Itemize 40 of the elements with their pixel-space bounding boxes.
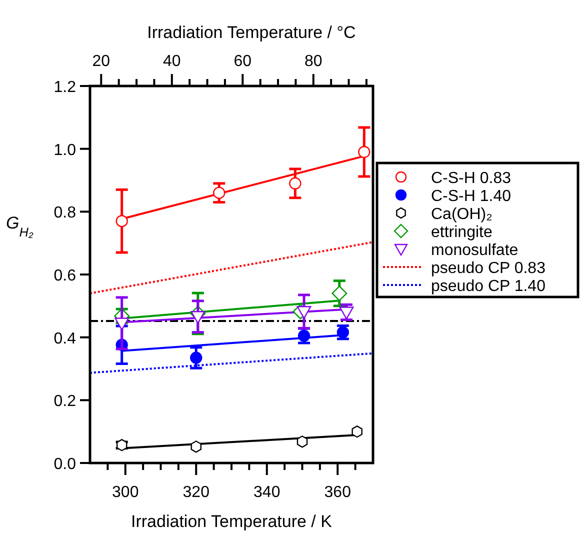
y-tick-label: 0.2: [54, 393, 76, 410]
x2-tick-label: 40: [162, 53, 181, 70]
x2-axis-title: Irradiation Temperature / °C: [147, 23, 356, 42]
point: [213, 186, 226, 199]
x-tick-label: 300: [112, 484, 139, 501]
point: [352, 425, 362, 438]
legend-label: Ca(OH)₂: [431, 206, 492, 223]
x-axis-title: Irradiation Temperature / K: [131, 512, 333, 531]
point: [190, 440, 202, 453]
x2-tick-label: 80: [304, 53, 322, 70]
legend-label: pseudo CP 0.83: [431, 260, 546, 277]
point: [190, 352, 202, 364]
legend-label: C-S-H 0.83: [431, 170, 512, 187]
x-tick-label: 360: [324, 484, 352, 501]
legend-label: ettringite: [431, 224, 492, 241]
point: [289, 177, 302, 190]
point: [190, 311, 206, 324]
y-tick-label: 0.0: [54, 456, 76, 473]
x2-tick-label: 60: [234, 53, 252, 70]
point: [332, 286, 348, 302]
y-tick-label: 0.8: [54, 204, 76, 222]
point: [296, 436, 308, 448]
legend-label: monosulfate: [431, 242, 518, 259]
y-tick-label: 1.2: [54, 79, 76, 96]
point: [116, 438, 128, 452]
y-axis-title: G$_{H₂}$: [6, 214, 34, 239]
point: [358, 146, 370, 158]
y-tick-label: 0.6: [54, 268, 76, 284]
y-tick-label: 0.4: [54, 330, 76, 348]
point: [114, 318, 130, 330]
x-tick-label: 320: [182, 484, 210, 501]
x2-tick-label: 20: [92, 53, 110, 70]
x-tick-label: 340: [254, 484, 280, 501]
point: [296, 306, 312, 319]
point: [116, 215, 128, 228]
legend-label: pseudo CP 1.40: [431, 278, 546, 295]
point: [298, 330, 310, 342]
legend-label: C-S-H 1.40: [431, 188, 512, 205]
y-tick-label: 1.0: [54, 142, 76, 159]
point: [339, 306, 354, 320]
